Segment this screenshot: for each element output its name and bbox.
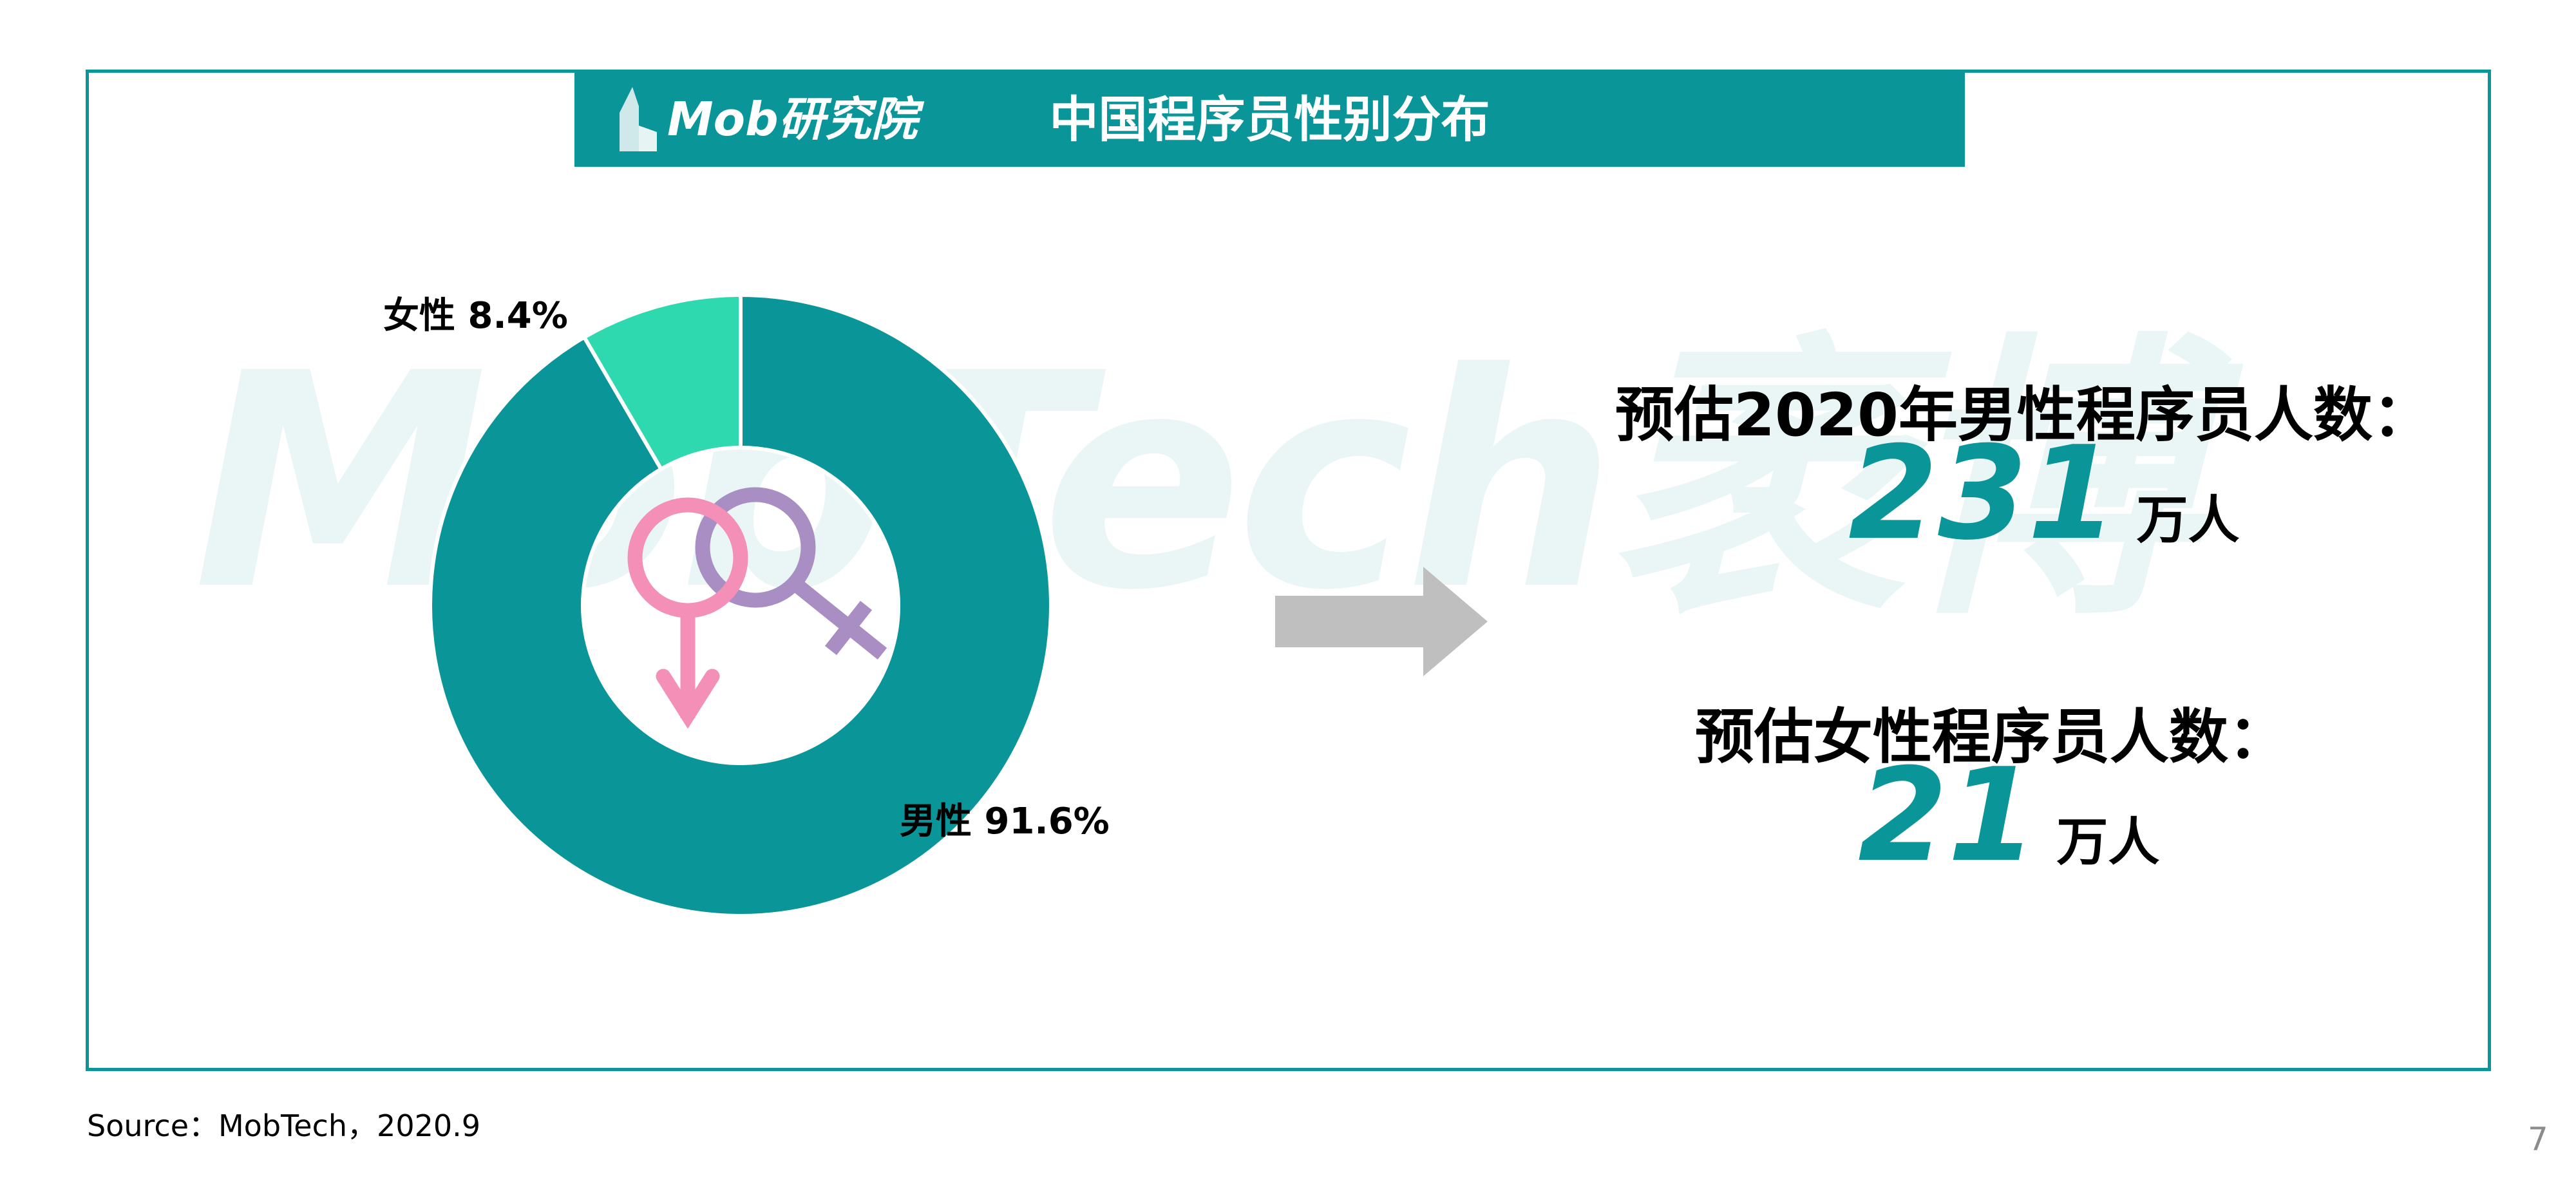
header-bar: Mob研究院 中国程序员性别分布 (574, 73, 1965, 167)
male-slice-label: 男性 91.6% (900, 801, 1110, 842)
page-title: 中国程序员性别分布 (1049, 91, 1490, 148)
donut-slice-female (582, 292, 743, 472)
content-frame (86, 70, 2491, 1071)
logo: Mob研究院 (613, 87, 918, 151)
logo-text: Mob研究院 (667, 92, 918, 146)
donut-slice-male (428, 292, 1053, 918)
female-count: 21 万人 (1858, 741, 2159, 891)
logo-building-icon (620, 87, 657, 151)
male-count-label: 预估2020年男性程序员人数： (1615, 381, 2432, 450)
arrow-right-icon (1275, 567, 1488, 676)
female-slice-label: 女性 8.4% (383, 295, 568, 337)
male-count: 231 万人 (1848, 419, 2239, 569)
female-count-unit: 万人 (2056, 812, 2160, 872)
source-note: Source：MobTech，2020.9 (87, 1108, 481, 1143)
female-count-value: 21 (1858, 741, 2038, 891)
page-number: 7 (2528, 1121, 2548, 1158)
female-count-label: 预估女性程序员人数： (1695, 703, 2288, 772)
male-count-value: 231 (1848, 419, 2117, 569)
male-count-unit: 万人 (2136, 490, 2240, 550)
